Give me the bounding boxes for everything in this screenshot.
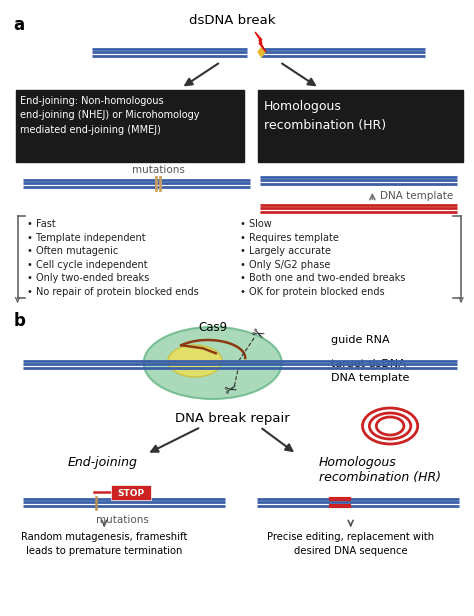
Text: • Largely accurate: • Largely accurate (240, 246, 331, 256)
Text: dsDNA break: dsDNA break (189, 14, 276, 27)
Text: DNA template: DNA template (380, 191, 454, 201)
FancyBboxPatch shape (111, 485, 151, 500)
Text: End-joining: End-joining (67, 456, 137, 469)
Text: a: a (14, 16, 25, 34)
Text: • Both one and two-ended breaks: • Both one and two-ended breaks (240, 273, 406, 283)
Text: target dsDNA: target dsDNA (331, 359, 406, 369)
Text: End-joining: Non-homologous
end-joining (NHEJ) or Microhomology
mediated end-joi: End-joining: Non-homologous end-joining … (20, 96, 200, 135)
Text: Random mutagenesis, frameshift
leads to premature termination: Random mutagenesis, frameshift leads to … (21, 532, 187, 556)
Text: • No repair of protein blocked ends: • No repair of protein blocked ends (27, 286, 199, 296)
Polygon shape (258, 48, 265, 57)
Text: • Only S/G2 phase: • Only S/G2 phase (240, 259, 331, 270)
Text: • OK for protein blocked ends: • OK for protein blocked ends (240, 286, 385, 296)
Text: • Often mutagenic: • Often mutagenic (27, 246, 118, 256)
Text: Precise editing, replacement with
desired DNA sequence: Precise editing, replacement with desire… (267, 532, 434, 556)
Text: • Requires template: • Requires template (240, 232, 339, 243)
FancyBboxPatch shape (16, 90, 244, 162)
Ellipse shape (168, 345, 222, 377)
Text: Homologous
recombination (HR): Homologous recombination (HR) (319, 456, 441, 484)
Text: • Template independent: • Template independent (27, 232, 146, 243)
Text: • Fast: • Fast (27, 219, 56, 229)
Text: STOP: STOP (117, 488, 145, 498)
Text: Cas9: Cas9 (198, 321, 227, 334)
Text: • Only two-ended breaks: • Only two-ended breaks (27, 273, 150, 283)
FancyBboxPatch shape (258, 90, 463, 162)
Text: ✂: ✂ (222, 381, 238, 399)
Text: DNA template: DNA template (331, 373, 410, 383)
Ellipse shape (144, 327, 282, 399)
Text: • Cell cycle independent: • Cell cycle independent (27, 259, 148, 270)
Text: guide RNA: guide RNA (331, 335, 390, 345)
Text: mutations: mutations (96, 515, 148, 525)
Text: mutations: mutations (132, 165, 185, 175)
Text: Homologous
recombination (HR): Homologous recombination (HR) (264, 100, 386, 132)
Text: b: b (14, 312, 26, 330)
Text: ✂: ✂ (248, 325, 266, 344)
Polygon shape (255, 32, 266, 52)
Text: • Slow: • Slow (240, 219, 272, 229)
Text: DNA break repair: DNA break repair (175, 412, 290, 425)
